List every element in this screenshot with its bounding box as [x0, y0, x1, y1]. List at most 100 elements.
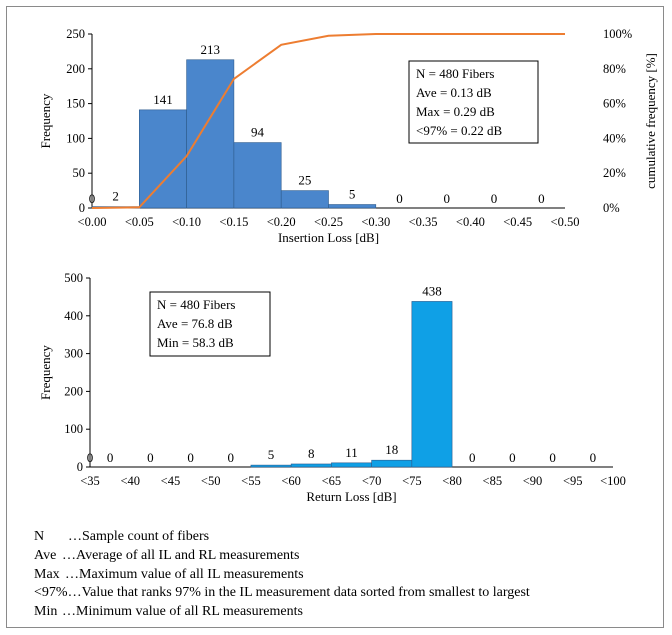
x-tick-label: <35 — [80, 474, 100, 488]
bar-value-label: 0 — [107, 450, 114, 465]
figure-frame — [6, 6, 664, 628]
y-axis-title: Frequency — [38, 345, 53, 400]
bar-value-label: 8 — [308, 446, 315, 461]
legend-row-97: <97%…Value that ranks 97% in the IL meas… — [34, 584, 530, 603]
legend-text: …Average of all IL and RL measurements — [62, 547, 300, 563]
stats-box — [149, 291, 271, 357]
legend-term: Min — [34, 604, 58, 620]
y-tick-label: 200 — [66, 62, 85, 76]
x-tick-label: <100 — [600, 474, 626, 488]
x-axis-title: Return Loss [dB] — [306, 489, 396, 504]
y2-tick-label: 80% — [603, 62, 626, 76]
bar-value-label: 5 — [349, 187, 356, 202]
stats-box-line: Max = 0.29 dB — [416, 104, 495, 119]
histogram-bar — [233, 142, 282, 209]
x-tick-label: <70 — [362, 474, 382, 488]
legend-row-ave: Ave …Average of all IL and RL measurement… — [34, 547, 530, 566]
y-tick-label: 500 — [64, 271, 83, 285]
bar-value-label: 18 — [385, 442, 398, 457]
y2-tick-label: 20% — [603, 166, 626, 180]
legend-text: …Value that ranks 97% in the IL measurem… — [67, 585, 530, 601]
x-tick-label: <0.20 — [267, 215, 296, 229]
bar-value-label: 0 — [228, 450, 235, 465]
x-tick-label: <80 — [442, 474, 462, 488]
bar-value-label: 0 — [147, 450, 154, 465]
bar-value-label: 0 — [396, 191, 403, 206]
y-tick-label: 200 — [64, 384, 83, 398]
y-tick-label: 150 — [66, 97, 85, 111]
histogram-bar — [250, 464, 292, 468]
legend-term: Max — [34, 566, 60, 582]
x-tick-label: <55 — [241, 474, 261, 488]
stats-box-line: N = 480 Fibers — [157, 297, 235, 312]
x-axis-title: Insertion Loss [dB] — [278, 230, 379, 245]
histogram-bar — [139, 109, 187, 209]
x-tick-label: <85 — [483, 474, 503, 488]
bar-value-label: 11 — [345, 445, 358, 460]
y2-tick-label: 60% — [603, 97, 626, 111]
x-tick-label: <60 — [281, 474, 301, 488]
y-tick-label: 0 — [79, 201, 85, 215]
bar-value-label: 141 — [153, 92, 173, 107]
bar-value-label: 0 — [444, 191, 451, 206]
x-tick-label: <0.50 — [551, 215, 580, 229]
y-axis-title: Frequency — [38, 93, 53, 148]
stats-box-line: Ave = 0.13 dB — [416, 85, 492, 100]
legend-text: …Sample count of fibers — [68, 529, 210, 544]
bar-value-label: 438 — [422, 283, 442, 298]
x-tick-label: <40 — [120, 474, 140, 488]
x-tick-label: <45 — [161, 474, 181, 488]
legend-term: <97% — [34, 585, 68, 601]
x-tick-label: <0.05 — [125, 215, 154, 229]
legend-term: Ave — [34, 547, 57, 563]
bar-value-label: 213 — [201, 42, 221, 57]
legend-row-min: Min …Minimum value of all RL measurements — [34, 603, 530, 622]
histogram-bar — [411, 301, 453, 468]
cumulative-frequency-line — [91, 33, 565, 209]
legend-text: …Maximum value of all IL measurements — [65, 566, 304, 582]
y-tick-label: 250 — [66, 27, 85, 41]
histogram-bar — [280, 190, 329, 209]
stats-box-line: Min = 58.3 dB — [157, 335, 234, 350]
bar-value-label: 0 — [549, 450, 556, 465]
bar-value-label: 0 — [187, 450, 194, 465]
abbreviation-legend: N …Sample count of fibers Ave …Average of … — [34, 528, 530, 622]
x-tick-label: <0.30 — [361, 215, 390, 229]
x-tick-label: <75 — [402, 474, 422, 488]
y2-axis-title: cumulative frequency [%] — [643, 53, 658, 189]
histogram-bar — [331, 462, 372, 468]
bar-value-label: 94 — [251, 125, 265, 140]
y-tick-label: 400 — [64, 309, 83, 323]
bar-value-label: 2 — [112, 189, 119, 204]
y2-tick-label: 40% — [603, 131, 626, 145]
y-tick-label: 300 — [64, 347, 83, 361]
bar-value-label: 25 — [298, 173, 311, 188]
bar-value-label: 0 — [469, 450, 476, 465]
legend-row-max: Max …Maximum value of all IL measurements — [34, 566, 530, 585]
stats-box-line: <97% = 0.22 dB — [416, 123, 502, 138]
bar-value-label: 0 — [509, 450, 516, 465]
bar-value-label: 5 — [268, 447, 275, 462]
x-tick-label: <0.45 — [503, 215, 532, 229]
y-tick-label: 100 — [66, 131, 85, 145]
legend-row-n: N …Sample count of fibers — [34, 528, 530, 547]
bar-value-label: 0 — [590, 450, 597, 465]
stats-box-line: N = 480 Fibers — [416, 66, 494, 81]
x-tick-label: <0.25 — [314, 215, 343, 229]
x-tick-label: <65 — [322, 474, 342, 488]
y-tick-label: 0 — [77, 460, 83, 474]
x-tick-label: <50 — [201, 474, 221, 488]
x-tick-label: <0.35 — [409, 215, 438, 229]
x-tick-label: <0.10 — [172, 215, 201, 229]
bar-value-label: 0 — [491, 191, 498, 206]
y-tick-label: 50 — [73, 166, 86, 180]
histogram-bar — [328, 204, 377, 209]
stats-box-line: Ave = 76.8 dB — [157, 316, 233, 331]
histogram-bar — [371, 459, 413, 468]
x-tick-label: <95 — [563, 474, 583, 488]
histogram-bar — [186, 59, 235, 209]
y2-tick-label: 0% — [603, 201, 620, 215]
bar-value-label: 0 — [87, 450, 94, 465]
